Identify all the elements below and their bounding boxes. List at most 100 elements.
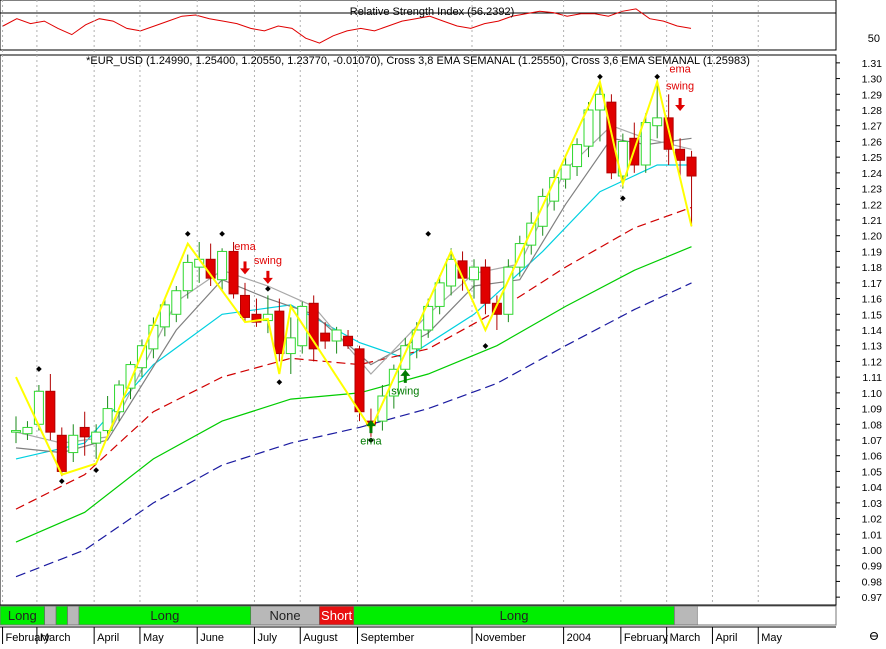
y-tick-label: 1.15 xyxy=(862,309,883,321)
candle-body xyxy=(526,222,537,246)
candle-body xyxy=(469,266,479,281)
x-tick-label: July xyxy=(257,632,277,644)
x-tick-label: May xyxy=(143,632,164,644)
signal-arrow-down-icon xyxy=(240,268,250,275)
candle-body xyxy=(79,426,90,438)
candle-body xyxy=(343,335,354,347)
y-tick-label: 1.11 xyxy=(862,372,882,384)
candle-body xyxy=(675,148,686,161)
y-tick-label: 1.30 xyxy=(862,74,883,86)
candle-body xyxy=(136,345,147,369)
indicator-line xyxy=(15,282,692,578)
candle-body xyxy=(102,408,113,432)
swing-point-marker xyxy=(276,379,283,385)
candle-body xyxy=(377,395,388,422)
candle-body xyxy=(686,156,697,177)
candle-body xyxy=(274,310,285,355)
swing-point-marker xyxy=(620,195,626,202)
candle-body xyxy=(171,290,182,315)
candle-body xyxy=(68,434,79,454)
x-tick-label: August xyxy=(303,632,337,644)
y-tick-label: 1.14 xyxy=(862,325,883,337)
x-tick-label: March xyxy=(670,632,701,644)
y-tick-label: 1.01 xyxy=(862,529,883,541)
price-panel: 0.97 0.98 0.99 1.00 1.01 1.02 1.03 1.04 1.05 1.06… xyxy=(0,0,883,606)
regime-segment xyxy=(674,605,698,626)
candle-body xyxy=(423,305,434,331)
candle-body xyxy=(285,337,296,355)
candle-body xyxy=(617,140,628,177)
y-tick-label: 1.13 xyxy=(862,341,883,353)
signal-arrow-down-icon xyxy=(262,277,273,284)
candle-body xyxy=(217,250,228,281)
regime-label: Long xyxy=(8,608,37,623)
candle-body xyxy=(297,305,308,347)
candle-body xyxy=(125,364,136,389)
y-tick-label: 1.21 xyxy=(862,215,883,227)
y-tick-label: 1.04 xyxy=(862,482,883,494)
x-tick-label: February xyxy=(624,632,669,644)
rsi-title: Relative Strength Index (56.2392) xyxy=(350,6,515,18)
candle-body xyxy=(400,345,411,370)
swing-point-marker xyxy=(265,286,271,292)
swing-point-marker xyxy=(93,467,99,473)
signal-arrow-shaft xyxy=(243,261,247,270)
swing-point-marker xyxy=(425,231,432,237)
y-tick-label: 0.98 xyxy=(862,576,883,588)
y-tick-label: 1.20 xyxy=(862,231,883,243)
indicator-line xyxy=(15,137,692,454)
regime-frame xyxy=(0,605,837,626)
y-tick-label: 1.00 xyxy=(862,545,883,557)
y-tick-label: 1.09 xyxy=(862,404,883,416)
candle-body xyxy=(22,426,33,435)
candle-body xyxy=(182,261,193,292)
candle-body xyxy=(640,122,651,166)
y-tick-label: 1.22 xyxy=(862,199,883,211)
candle-body xyxy=(354,348,365,413)
candle-body xyxy=(308,302,319,350)
x-tick-label: April xyxy=(97,632,119,644)
candle-body xyxy=(91,431,102,444)
x-tick-label: March xyxy=(40,632,71,644)
y-tick-label: 1.16 xyxy=(862,294,883,306)
signal-arrow-up-icon xyxy=(400,369,411,376)
y-tick-label: 1.18 xyxy=(862,262,883,274)
swing-point-marker xyxy=(482,343,489,349)
signal-label: swing xyxy=(254,255,282,267)
y-tick-label: 1.12 xyxy=(862,356,883,368)
rsi-y-tick-label: 50 xyxy=(868,33,880,45)
candle-body xyxy=(45,390,56,433)
x-tick-label: February xyxy=(6,632,51,644)
signal-label: swing xyxy=(391,385,419,397)
signal-label: ema xyxy=(234,241,256,253)
regime-label: Short xyxy=(321,608,352,623)
regime-segment xyxy=(67,605,80,626)
signal-arrow-down-icon xyxy=(675,105,686,111)
swing-point-marker xyxy=(597,73,603,80)
x-tick-label: November xyxy=(475,632,526,644)
candle-body xyxy=(434,282,445,307)
x-tick-label: September xyxy=(361,632,415,644)
signal-label: swing xyxy=(666,81,694,93)
y-tick-label: 1.05 xyxy=(862,466,883,478)
candle-body xyxy=(572,144,583,168)
candle-body xyxy=(583,109,594,147)
regime-label: Long xyxy=(150,608,179,623)
candle-body xyxy=(537,195,548,227)
candle-body xyxy=(240,294,250,318)
candle-body xyxy=(56,434,67,472)
y-tick-label: 0.97 xyxy=(862,592,883,604)
x-tick-label: April xyxy=(715,632,737,644)
candle-body xyxy=(159,304,170,328)
chart-title: *EUR_USD (1.24990, 1.25400, 1.20550, 1.2… xyxy=(86,55,750,67)
signal-label: ema xyxy=(360,436,382,448)
y-tick-label: 1.31 xyxy=(862,58,883,70)
y-tick-label: 1.10 xyxy=(862,388,883,400)
x-tick-label: May xyxy=(761,632,782,644)
regime-label: None xyxy=(270,608,301,623)
corner-settings-icon xyxy=(870,632,878,640)
indicator-line xyxy=(15,164,692,460)
candle-body xyxy=(251,313,262,323)
